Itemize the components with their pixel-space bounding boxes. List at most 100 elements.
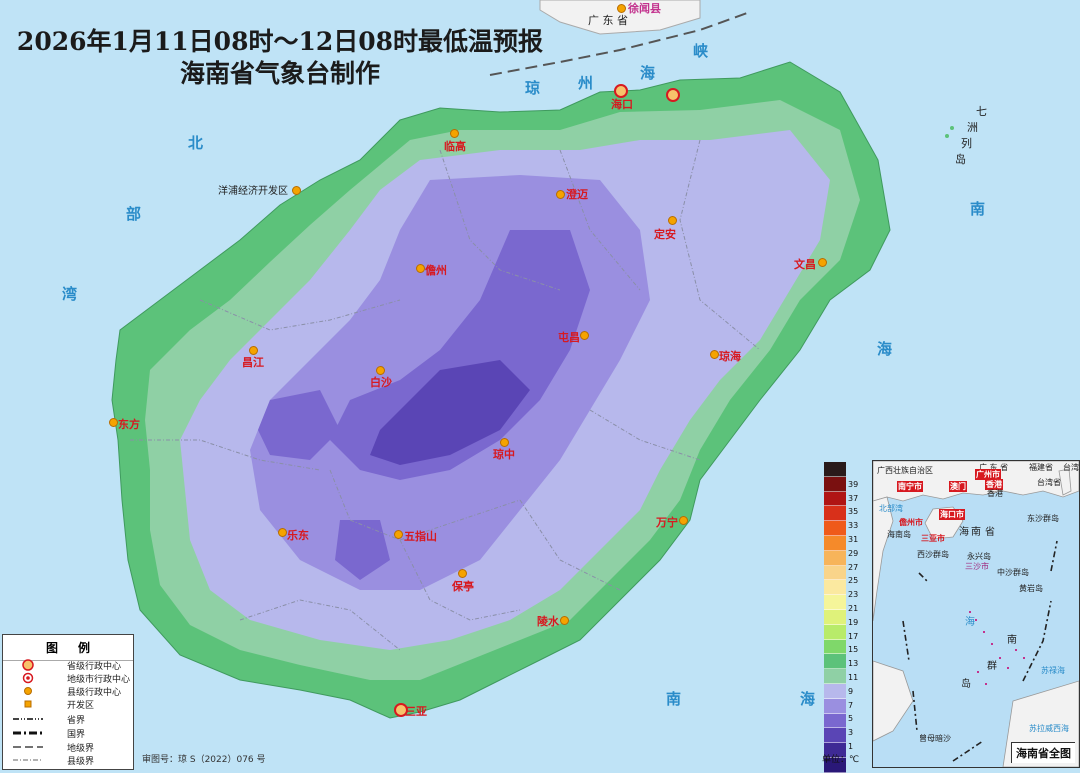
qizhou-1: 七 bbox=[976, 105, 987, 118]
county-dot-icon bbox=[668, 216, 677, 225]
province-capital-icon bbox=[614, 84, 628, 98]
inset-dongsha: 东沙群岛 bbox=[1027, 514, 1059, 523]
qizhou-islet bbox=[950, 126, 954, 130]
sea-label-xia: 峡 bbox=[693, 42, 709, 60]
inset-danzhou: 儋州市 bbox=[899, 518, 923, 527]
legend-label: 国界 bbox=[67, 730, 86, 740]
city-lingshui: 陵水 bbox=[537, 615, 559, 628]
inset-taiwan: 台湾 bbox=[1063, 463, 1079, 472]
qizhou-2: 洲 bbox=[967, 121, 978, 134]
city-qiongzhong: 琼中 bbox=[493, 448, 515, 461]
county-dot-icon bbox=[617, 4, 626, 13]
colorbar-label: 35 bbox=[848, 507, 859, 517]
legend-header: 图例 bbox=[3, 639, 133, 661]
sea-label-hai-strait: 海 bbox=[640, 64, 656, 82]
city-wuzhishan: 五指山 bbox=[404, 530, 437, 543]
city-baoting: 保亭 bbox=[452, 580, 474, 593]
city-wenchang: 文昌 bbox=[794, 258, 816, 271]
city-capital-icon bbox=[22, 672, 34, 684]
colorbar-segment bbox=[824, 580, 846, 596]
inset-guangdong: 广 东 省 bbox=[979, 463, 1009, 472]
colorbar-unit: 单位：℃ bbox=[822, 755, 860, 765]
colorbar-label: 17 bbox=[848, 631, 859, 641]
devzone-icon bbox=[24, 700, 32, 708]
sea-label-hai-south: 海 bbox=[800, 690, 816, 708]
inset-nan-2: 南 bbox=[1007, 635, 1017, 646]
inset-hainan-island: 海南岛 bbox=[887, 530, 911, 539]
inset-fujian: 福建省 bbox=[1029, 463, 1053, 472]
county-dot-icon bbox=[450, 129, 459, 138]
province-border-icon bbox=[13, 718, 43, 720]
colorbar-segment bbox=[824, 654, 846, 670]
inset-sulawesi: 苏拉威西海 bbox=[1029, 724, 1069, 733]
county-dot-icon bbox=[278, 528, 287, 537]
county-dot-icon bbox=[556, 190, 565, 199]
legend-label: 地级市行政中心 bbox=[67, 675, 131, 685]
legend-label: 省级行政中心 bbox=[67, 662, 122, 672]
qizhou-3: 列 bbox=[961, 137, 972, 150]
inset-title: 海南省全图 bbox=[1011, 742, 1075, 763]
colorbar-label: 21 bbox=[848, 604, 859, 613]
county-dot-icon bbox=[679, 516, 688, 525]
colorbar-label: 9 bbox=[848, 686, 854, 696]
colorbar-segment bbox=[824, 506, 846, 522]
inset-nanning: 南宁市 bbox=[897, 481, 923, 492]
qizhou-islet bbox=[945, 134, 949, 138]
colorbar-segment bbox=[824, 476, 846, 492]
legend-label: 县级界 bbox=[67, 757, 95, 767]
sea-label-qiong: 琼 bbox=[525, 79, 541, 97]
city-chengmai: 澄迈 bbox=[566, 188, 588, 201]
colorbar-segment bbox=[824, 624, 846, 640]
colorbar-label: 37 bbox=[848, 493, 859, 503]
colorbar-segment bbox=[824, 550, 846, 566]
inset-huangyan: 黄岩岛 bbox=[1019, 584, 1043, 593]
sea-label-bei: 北 bbox=[188, 134, 204, 152]
county-dot-icon bbox=[580, 331, 589, 340]
colorbar-segment bbox=[824, 565, 846, 581]
colorbar-segment bbox=[824, 462, 846, 477]
county-dot-icon bbox=[109, 418, 118, 427]
colorbar-label: 3 bbox=[848, 728, 854, 738]
county-dot-icon bbox=[818, 258, 827, 267]
colorbar-label: 29 bbox=[848, 548, 859, 558]
colorbar-label: 7 bbox=[848, 700, 854, 710]
inset-sheng: 省 bbox=[985, 527, 995, 538]
map-legend: 图例 省级行政中心 地级市行政中心 县级行政中心 开发区 省界 国界 地级界 县… bbox=[2, 634, 134, 770]
colorbar-label: 15 bbox=[848, 645, 859, 655]
inset-beibu: 北部湾 bbox=[879, 504, 903, 513]
colorbar-segment bbox=[824, 521, 846, 536]
colorbar-label: 25 bbox=[848, 576, 859, 586]
inset-svg bbox=[873, 461, 1079, 767]
colorbar-segment bbox=[824, 535, 846, 551]
county-dot-icon bbox=[458, 569, 467, 578]
qizhou-4: 岛 bbox=[955, 153, 966, 166]
inset-sanya: 三亚市 bbox=[921, 534, 945, 543]
temperature-colorbar bbox=[824, 462, 846, 773]
inset-nan: 南 bbox=[971, 527, 981, 538]
devzone-dot-icon bbox=[292, 186, 301, 195]
county-dot-icon bbox=[710, 350, 719, 359]
strait-lines bbox=[489, 11, 751, 76]
guangdong-label: 广 东 省 bbox=[588, 14, 628, 27]
inset-haikou: 海口市 bbox=[939, 509, 965, 520]
city-baisha: 白沙 bbox=[370, 376, 392, 389]
colorbar-segment bbox=[824, 595, 846, 610]
colorbar-label: 1 bbox=[848, 742, 854, 751]
city-xuwen: 徐闻县 bbox=[628, 2, 661, 15]
inset-hai: 海 bbox=[959, 527, 969, 538]
inset-macau: 澳门 bbox=[949, 481, 967, 492]
inset-dao: 岛 bbox=[961, 679, 971, 690]
inset-zhongsha: 中沙群岛 bbox=[997, 568, 1029, 577]
colorbar-segment bbox=[824, 743, 846, 758]
title-line-1: 2026年1月11日08时～12日08时最低温预报 bbox=[16, 27, 544, 56]
colorbar-segment bbox=[824, 639, 846, 655]
county-dot-icon bbox=[394, 530, 403, 539]
inset-hongkong-2: 香港 bbox=[987, 489, 1003, 498]
city-capital-icon bbox=[394, 703, 408, 717]
west-core bbox=[258, 390, 340, 460]
city-sanya: 三亚 bbox=[405, 705, 427, 718]
city-haikou: 海口 bbox=[611, 98, 633, 111]
colorbar-segment bbox=[824, 609, 846, 625]
legend-label: 县级行政中心 bbox=[67, 688, 122, 698]
